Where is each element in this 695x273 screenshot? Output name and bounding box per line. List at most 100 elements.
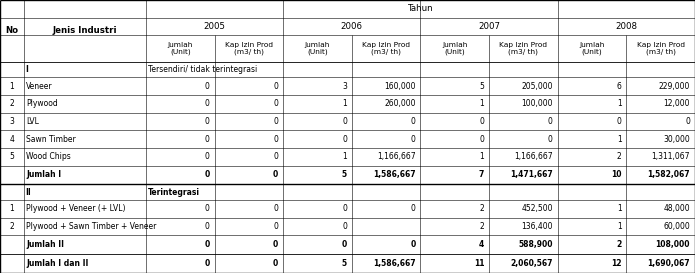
Text: 2,060,567: 2,060,567 — [510, 259, 553, 268]
Text: Plywood + Sawn Timber + Veneer: Plywood + Sawn Timber + Veneer — [26, 222, 157, 231]
Text: 0: 0 — [548, 117, 553, 126]
Text: Kap Izin Prod
(m3/ th): Kap Izin Prod (m3/ th) — [362, 42, 410, 55]
Text: 5: 5 — [342, 259, 347, 268]
Text: Tahun: Tahun — [408, 4, 433, 13]
Text: 2007: 2007 — [478, 22, 500, 31]
Text: 1,166,667: 1,166,667 — [377, 152, 416, 161]
Text: 12: 12 — [611, 259, 621, 268]
Text: 0: 0 — [273, 82, 278, 91]
Text: 1,586,667: 1,586,667 — [373, 170, 416, 179]
Text: 2: 2 — [616, 152, 621, 161]
Text: 0: 0 — [685, 117, 690, 126]
Text: 0: 0 — [273, 152, 278, 161]
Text: 5: 5 — [9, 152, 15, 161]
Text: 108,000: 108,000 — [655, 240, 690, 249]
Text: LVL: LVL — [26, 117, 40, 126]
Text: 1: 1 — [616, 222, 621, 231]
Text: 0: 0 — [548, 135, 553, 144]
Text: 4: 4 — [479, 240, 484, 249]
Text: II: II — [26, 188, 31, 197]
Text: 0: 0 — [411, 135, 416, 144]
Text: Jumlah I: Jumlah I — [26, 170, 62, 179]
Text: 0: 0 — [273, 259, 278, 268]
Text: 0: 0 — [411, 117, 416, 126]
Text: Tersendiri/ tidak terintegrasi: Tersendiri/ tidak terintegrasi — [148, 65, 257, 74]
Text: 0: 0 — [204, 259, 210, 268]
Text: Jumlah
(Unit): Jumlah (Unit) — [305, 42, 330, 55]
Text: 0: 0 — [205, 135, 210, 144]
Text: 0: 0 — [205, 222, 210, 231]
Text: Jumlah
(Unit): Jumlah (Unit) — [580, 42, 605, 55]
Text: 0: 0 — [205, 152, 210, 161]
Text: 0: 0 — [205, 204, 210, 213]
Text: 1,166,667: 1,166,667 — [514, 152, 553, 161]
Text: 0: 0 — [273, 135, 278, 144]
Text: 136,400: 136,400 — [521, 222, 553, 231]
Text: I: I — [26, 65, 28, 74]
Text: 0: 0 — [480, 117, 484, 126]
Text: 0: 0 — [205, 82, 210, 91]
Text: 1,311,067: 1,311,067 — [652, 152, 690, 161]
Text: 0: 0 — [204, 240, 210, 249]
Text: 2: 2 — [10, 99, 14, 108]
Text: 0: 0 — [273, 170, 278, 179]
Text: 0: 0 — [205, 117, 210, 126]
Text: 1,582,067: 1,582,067 — [648, 170, 690, 179]
Text: 1: 1 — [480, 152, 484, 161]
Text: 0: 0 — [205, 99, 210, 108]
Text: Terintegrasi: Terintegrasi — [148, 188, 200, 197]
Text: 4: 4 — [9, 135, 15, 144]
Text: Wood Chips: Wood Chips — [26, 152, 71, 161]
Text: 0: 0 — [204, 170, 210, 179]
Text: Kap Izin Prod
(m3/ th): Kap Izin Prod (m3/ th) — [500, 42, 548, 55]
Text: 0: 0 — [342, 240, 347, 249]
Text: 7: 7 — [479, 170, 484, 179]
Text: 1,586,667: 1,586,667 — [373, 259, 416, 268]
Text: 100,000: 100,000 — [521, 99, 553, 108]
Text: 1: 1 — [342, 99, 347, 108]
Text: Jenis Industri: Jenis Industri — [53, 26, 117, 35]
Text: 2: 2 — [480, 204, 484, 213]
Text: 0: 0 — [273, 99, 278, 108]
Text: 0: 0 — [411, 204, 416, 213]
Text: 60,000: 60,000 — [664, 222, 690, 231]
Text: 229,000: 229,000 — [659, 82, 690, 91]
Text: 1: 1 — [342, 152, 347, 161]
Text: Jumlah
(Unit): Jumlah (Unit) — [442, 42, 468, 55]
Text: 5: 5 — [480, 82, 484, 91]
Text: 1: 1 — [616, 99, 621, 108]
Text: 30,000: 30,000 — [664, 135, 690, 144]
Text: 0: 0 — [342, 135, 347, 144]
Text: 1,690,067: 1,690,067 — [648, 259, 690, 268]
Text: 6: 6 — [616, 82, 621, 91]
Text: 0: 0 — [273, 204, 278, 213]
Text: Jumlah II: Jumlah II — [26, 240, 65, 249]
Text: 205,000: 205,000 — [521, 82, 553, 91]
Text: 2008: 2008 — [615, 22, 637, 31]
Text: 0: 0 — [480, 135, 484, 144]
Text: 48,000: 48,000 — [664, 204, 690, 213]
Text: 0: 0 — [273, 222, 278, 231]
Text: 10: 10 — [611, 170, 621, 179]
Text: 1: 1 — [480, 99, 484, 108]
Text: 5: 5 — [342, 170, 347, 179]
Text: 3: 3 — [9, 117, 15, 126]
Text: Veneer: Veneer — [26, 82, 53, 91]
Text: 588,900: 588,900 — [518, 240, 553, 249]
Text: No: No — [6, 26, 18, 35]
Text: 1: 1 — [616, 135, 621, 144]
Text: 1: 1 — [10, 204, 14, 213]
Text: 452,500: 452,500 — [521, 204, 553, 213]
Text: 0: 0 — [273, 117, 278, 126]
Text: 0: 0 — [342, 204, 347, 213]
Text: 12,000: 12,000 — [664, 99, 690, 108]
Text: 0: 0 — [342, 117, 347, 126]
Text: 1,471,667: 1,471,667 — [510, 170, 553, 179]
Text: Jumlah
(Unit): Jumlah (Unit) — [167, 42, 193, 55]
Text: Kap Izin Prod
(m3/ th): Kap Izin Prod (m3/ th) — [637, 42, 685, 55]
Text: 1: 1 — [616, 204, 621, 213]
Text: 2: 2 — [10, 222, 14, 231]
Text: 2005: 2005 — [204, 22, 226, 31]
Text: 0: 0 — [273, 240, 278, 249]
Text: 11: 11 — [474, 259, 484, 268]
